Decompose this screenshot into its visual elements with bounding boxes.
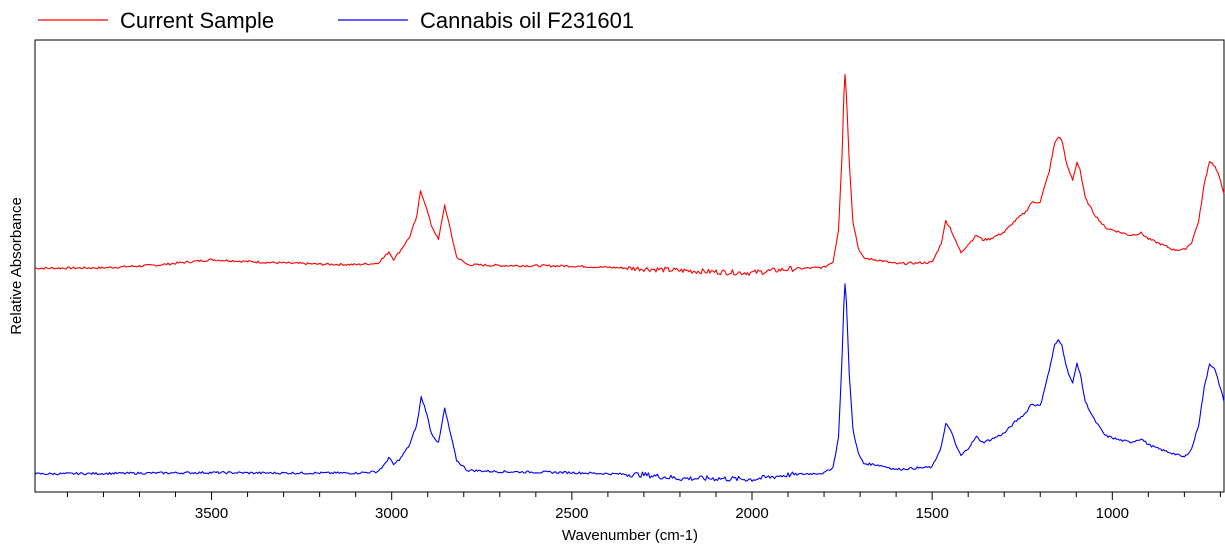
x-tick-label: 3500 (195, 505, 228, 522)
legend-label-cannabis-oil: Cannabis oil F231601 (420, 8, 634, 33)
x-tick-label: 1000 (1096, 505, 1129, 522)
legend: Current Sample Cannabis oil F231601 (38, 8, 634, 33)
legend-label-current-sample: Current Sample (120, 8, 274, 33)
x-tick-label: 2000 (735, 505, 768, 522)
x-axis-title: Wavenumber (cm-1) (562, 527, 698, 544)
plot-area-frame (34, 39, 1225, 493)
x-tick-label: 3000 (375, 505, 408, 522)
series-layer (34, 73, 1225, 482)
y-axis-title: Relative Absorbance (8, 197, 25, 335)
x-tick-label: 1500 (915, 505, 948, 522)
series-line-0 (34, 73, 1225, 276)
series-line-1 (34, 283, 1225, 482)
x-tick-label: 2500 (555, 505, 588, 522)
x-axis-ticks: 3500 3000 2500 2000 1500 1000 (66, 492, 1221, 522)
